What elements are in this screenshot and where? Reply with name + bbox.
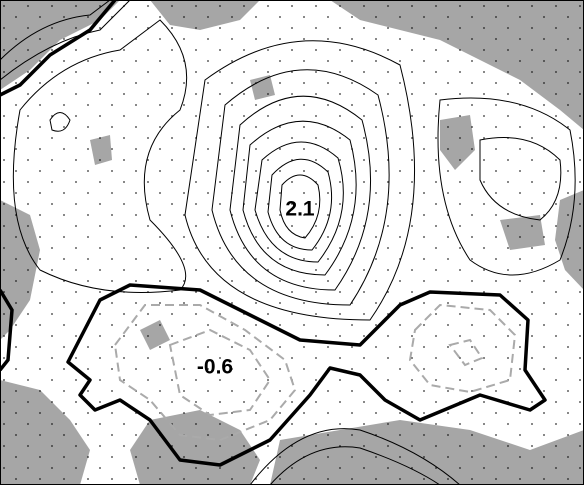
negative-contours — [113, 303, 517, 442]
thick-contour — [0, 0, 117, 97]
thick-contour — [0, 289, 14, 372]
zero-contour — [66, 283, 547, 467]
contour-label: -0.6 — [197, 356, 233, 379]
contour-label: 2.1 — [285, 198, 315, 221]
